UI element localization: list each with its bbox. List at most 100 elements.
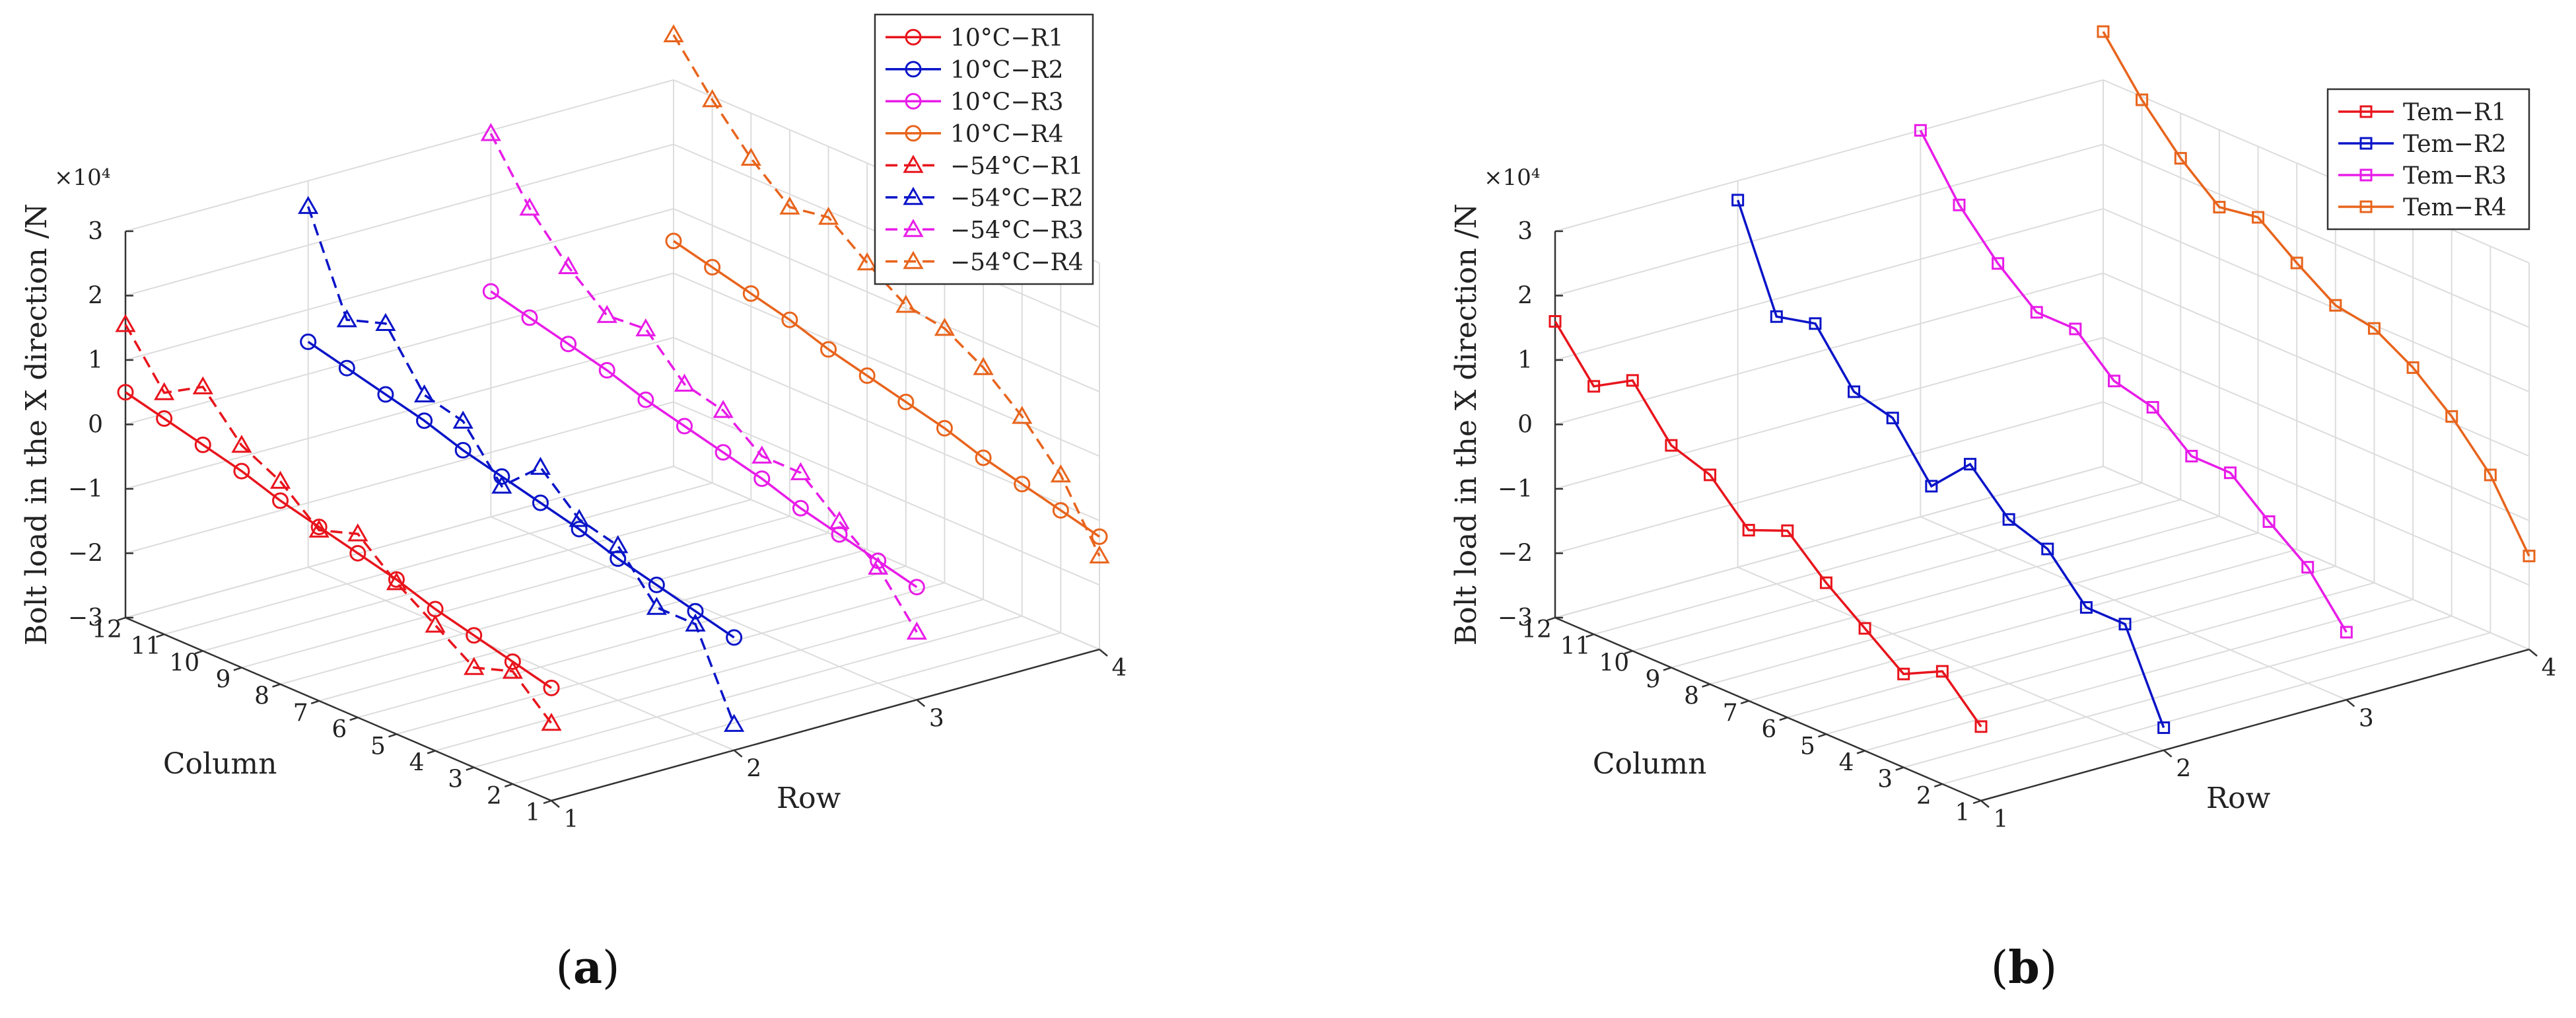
data-point-square [1626,374,1639,387]
floor-gridline-column [1942,632,2491,785]
data-point-triangle [231,435,252,453]
data-point-square [2146,401,2159,414]
series-line [1919,129,2348,633]
data-point-circle [377,386,394,403]
legend-entry-label: −54°C−R1 [950,153,1084,180]
legend-marker-square [2359,137,2373,150]
data-point-square [1587,380,1601,393]
legend-marker-triangle [903,250,924,270]
legend-entry-label: Tem−R1 [2403,99,2507,126]
data-point-circle [975,449,992,466]
column-tick-label: 1 [526,799,541,826]
data-point-triangle [375,312,396,332]
gridlines [125,79,1100,801]
back-wall-gridline-horizontal [125,466,674,618]
column-axis-line [125,616,552,802]
data-point-square [2329,299,2342,312]
column-tick [1895,766,1904,771]
data-point-square [2406,361,2419,374]
data-point-triangle [464,657,485,675]
data-point-square [1549,315,1562,328]
data-point-square [2157,721,2171,735]
legend-entry-label: 10°C−R1 [950,24,1064,52]
floor-gridline-row [490,516,917,701]
data-point-circle [792,499,809,517]
back-wall-gridline-horizontal [1554,143,2104,297]
column-tick-label: 6 [1761,716,1776,743]
column-tick [1856,750,1865,754]
column-tick-label: 5 [1800,733,1815,760]
floor-gridline-column [1903,615,2452,768]
series-line [2102,31,2530,557]
column-axis-label: Column [1593,747,1707,781]
floor-gridline-column [1671,515,2220,669]
floor-gridline-column [396,582,945,735]
data-point-square [2484,468,2497,482]
data-point-triangle [608,535,629,554]
data-point-square [1953,198,1966,211]
column-tick-label: 10 [1599,649,1629,676]
data-point-square [1886,412,1899,425]
data-point-circle [338,359,355,377]
data-point-circle [704,259,721,276]
value-axis-label: Bolt load in the X direction /N [1449,203,1483,645]
floor-gridline-column [1826,582,2375,735]
back-wall-gridline-horizontal [125,401,674,554]
data-point-circle [482,283,499,300]
legend-entry-label: 10°C−R3 [950,89,1064,116]
data-point-square [2223,466,2237,480]
right-wall-gridline-horizontal [2103,143,2530,328]
panel-label-a: (a) [555,941,620,994]
data-point-square [1665,439,1678,452]
legend-marker-circle [905,61,922,78]
value-tick-label: 2 [1517,283,1533,310]
data-point-circle [820,341,837,358]
data-point-triangle [154,382,175,400]
data-point-square [1897,667,1910,680]
legend-marker-triangle [903,155,924,173]
data-point-triangle [1089,545,1110,564]
data-point-triangle [115,314,136,332]
floor-gridline-column [318,548,868,702]
back-wall-gridline-horizontal [125,208,674,361]
data-point-square [2290,256,2303,270]
data-point-triangle [386,572,407,591]
legend-entry-label: 10°C−R4 [950,121,1064,148]
right-wall-gridline-horizontal [673,401,1100,586]
data-point-circle [1052,502,1069,519]
series-group [1549,25,2536,735]
data-point-triangle [425,614,446,633]
row-axis-line [1980,648,2530,802]
legend-box [874,13,1094,285]
value-axis-exponent: ×10⁴ [54,164,110,191]
column-axis-label: Column [163,747,277,781]
data-point-square [2108,375,2121,388]
column-tick-label: 8 [254,683,269,710]
column-tick [1663,667,1672,671]
data-point-circle [493,468,510,485]
row-axis-label: Row [2206,782,2271,815]
floor-gridline-column [241,515,790,669]
data-point-square [2174,152,2187,165]
value-tick-label: 1 [88,347,103,374]
column-tick-label: 12 [1521,616,1552,643]
column-tick [466,766,475,771]
data-point-square [2262,515,2276,528]
value-tick-label: 1 [1517,347,1533,374]
data-point-square [2301,561,2315,574]
row-tick-label: 3 [2359,705,2374,732]
data-point-triangle [856,252,878,271]
floor-gridline-column [164,482,713,636]
floor-gridline-column [1593,482,2142,636]
gridlines [1554,79,2530,801]
column-tick [1818,733,1827,738]
data-point-square [2185,449,2198,462]
data-point-square [2213,201,2226,214]
data-point-circle [908,579,925,596]
data-point-triangle [347,523,368,542]
data-point-circle [349,544,366,562]
data-point-circle [637,391,654,408]
column-tick-label: 3 [1877,766,1893,793]
data-point-square [1992,257,2005,270]
legend-marker-square [2359,168,2373,182]
